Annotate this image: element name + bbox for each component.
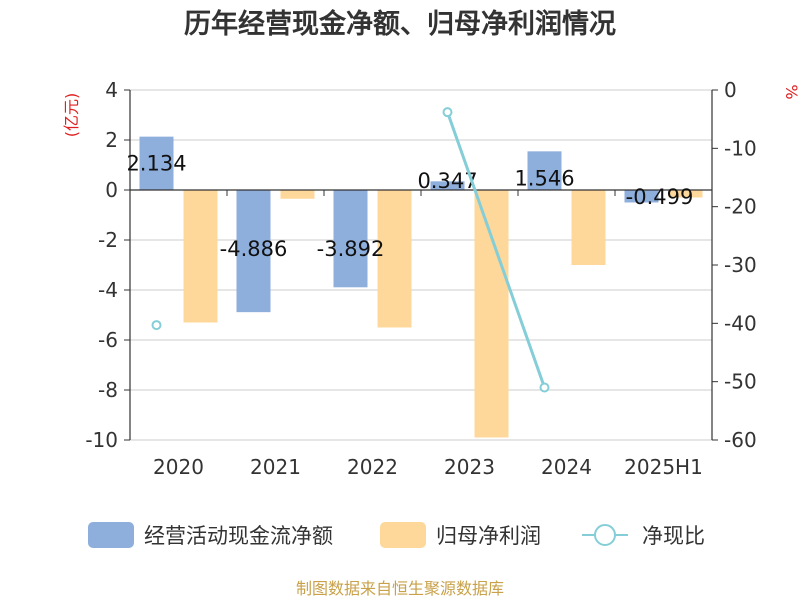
- bar-net-profit: [183, 190, 218, 323]
- left-tick-label: -6: [98, 328, 118, 352]
- legend-label: 净现比: [642, 524, 705, 548]
- left-tick-label: -10: [85, 428, 118, 452]
- bar-net-profit: [668, 190, 703, 198]
- data-label: -4.886: [220, 237, 288, 261]
- x-tick-label: 2025H1: [624, 455, 703, 479]
- bar-net-profit: [377, 190, 412, 328]
- bar-net-profit: [474, 190, 509, 438]
- right-tick-label: -30: [724, 253, 757, 277]
- legend-label: 经营活动现金流净额: [144, 524, 333, 548]
- x-tick-label: 2022: [347, 455, 398, 479]
- legend-swatch: [88, 522, 134, 548]
- bar-cashflow: [333, 190, 368, 288]
- bar-net-profit: [280, 190, 315, 199]
- bar-cashflow: [430, 181, 465, 190]
- ratio-line-segment: [446, 111, 546, 388]
- left-tick-label: -2: [98, 228, 118, 252]
- legend-swatch-marker: [594, 524, 616, 546]
- x-tick-label: 2020: [153, 455, 204, 479]
- data-label: -0.499: [626, 185, 694, 209]
- right-axis-unit: %: [782, 84, 800, 99]
- right-tick-label: 0: [724, 78, 737, 102]
- bar-cashflow: [624, 190, 659, 203]
- bar-cashflow: [236, 190, 271, 313]
- x-tick-label: 2024: [541, 455, 592, 479]
- left-tick-label: 0: [105, 178, 118, 202]
- legend-label: 归母净利润: [436, 524, 541, 548]
- right-tick-label: -60: [724, 428, 757, 452]
- right-tick-label: -50: [724, 370, 757, 394]
- right-tick-label: -40: [724, 311, 757, 335]
- bar-cashflow: [139, 136, 174, 190]
- x-tick-label: 2021: [250, 455, 301, 479]
- left-tick-label: -4: [98, 278, 118, 302]
- ratio-point: [442, 107, 453, 118]
- legend: 经营活动现金流净额 归母净利润 净现比: [88, 522, 705, 548]
- plot-area: 4 2 0 -2 -4 -6 -8 -10 0 -10 -20 -30 -40 -50 -60 2020 202…: [85, 78, 756, 479]
- footer-source: 制图数据来自恒生聚源数据库: [296, 579, 504, 598]
- ratio-point: [539, 382, 550, 393]
- right-tick-label: -20: [724, 195, 757, 219]
- x-tick-label: 2023: [444, 455, 495, 479]
- bar-net-profit: [571, 190, 606, 265]
- left-axis-unit: (亿元): [62, 93, 81, 138]
- chart-title: 历年经营现金净额、归母净利润情况: [184, 8, 616, 40]
- legend-swatch: [380, 522, 426, 548]
- data-label: 1.546: [514, 166, 574, 190]
- left-tick-label: 2: [105, 128, 118, 152]
- left-tick-label: -8: [98, 378, 118, 402]
- right-tick-label: -10: [724, 136, 757, 160]
- data-label: -3.892: [317, 237, 385, 261]
- bar-cashflow: [527, 151, 562, 190]
- ratio-point: [151, 320, 162, 331]
- data-label: 2.134: [126, 152, 186, 176]
- left-tick-label: 4: [105, 78, 118, 102]
